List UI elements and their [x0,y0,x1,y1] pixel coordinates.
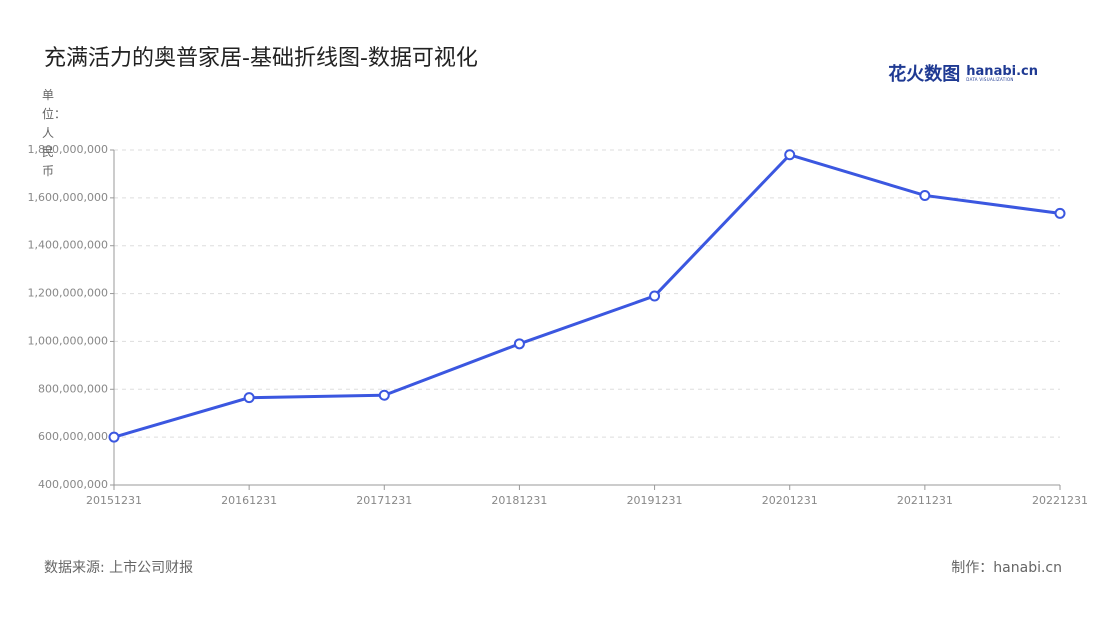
y-tick-label: 1,000,000,000 [28,334,108,347]
x-tick-label: 20221231 [1032,494,1088,507]
y-tick-label: 1,600,000,000 [28,191,108,204]
point [243,392,255,404]
y-tick-label: 1,400,000,000 [28,239,108,252]
logo: 花火数图 hanabi.cn DATA VISUALIZATION [888,60,1038,86]
logo-tagline: DATA VISUALIZATION [966,76,1014,82]
point [108,431,120,443]
x-tick-label: 20191231 [627,494,683,507]
logo-en: hanabi.cn DATA VISUALIZATION [966,65,1038,82]
x-tick-label: 20201231 [762,494,818,507]
x-tick-label: 20171231 [356,494,412,507]
y-tick-label: 400,000,000 [38,478,108,491]
x-tick-label: 20211231 [897,494,953,507]
y-tick-label: 1,800,000,000 [28,143,108,156]
point [784,149,796,161]
point [513,338,525,350]
source: 数据来源: 上市公司财报 [44,560,194,576]
y-tick-label: 800,000,000 [38,382,108,395]
x-tick-label: 20151231 [86,494,142,507]
y-axis-label: 单位：人民币 [42,88,67,178]
chart-title: 充满活力的奥普家居-基础折线图-数据可视化 [44,46,478,71]
x-tick-label: 20181231 [491,494,547,507]
x-tick-label: 20161231 [221,494,277,507]
point [378,389,390,401]
logo-text: 花火数图 [888,64,961,85]
line [113,153,1061,439]
y-tick-label: 600,000,000 [38,430,108,443]
y-tick-label: 1,200,000,000 [28,287,108,300]
credit: 制作：hanabi.cn [951,560,1062,576]
point [649,290,661,302]
logo-brand: hanabi.cn [966,63,1038,79]
point [1054,207,1066,219]
point [919,189,931,201]
